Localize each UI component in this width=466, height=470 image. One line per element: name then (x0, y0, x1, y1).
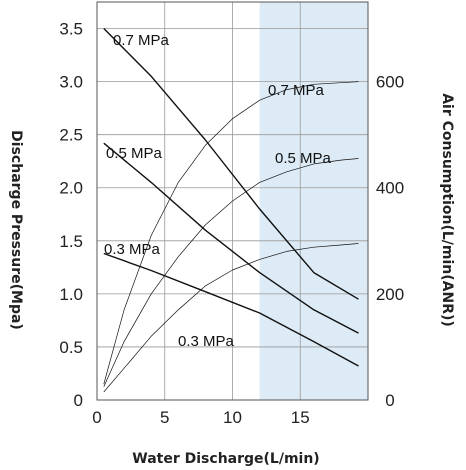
y-right-axis-title: Air Consumption(L/min(ANR)) (439, 93, 455, 327)
series-label-0: 0.7 MPa (113, 32, 170, 49)
series-label-2: 0.3 MPa (104, 241, 161, 258)
y-left-tick-label: 2.5 (59, 126, 83, 145)
x-tick-label: 0 (92, 408, 101, 427)
series-line-left-2 (103, 252, 359, 367)
x-tick-label: 15 (291, 408, 310, 427)
series-lines (103, 28, 359, 393)
series-line-left-0 (103, 28, 359, 300)
y-right-tick-label: 400 (376, 179, 404, 198)
y-left-tick-label: 3.0 (59, 73, 83, 92)
tick-labels: 0 5 10 15 0 0.5 1.0 1.5 2.0 2.5 3.0 3.5 0 200 400 600 (59, 20, 404, 427)
y-right-tick-label: 200 (376, 285, 404, 304)
series-line-right-5 (103, 243, 359, 393)
x-tick-label: 10 (223, 408, 242, 427)
series-label-4: 0.5 MPa (275, 150, 332, 167)
y-left-tick-label: 3.5 (59, 20, 83, 39)
y-right-tick-label: 0 (385, 391, 394, 410)
series-line-left-1 (103, 142, 359, 334)
x-axis-title: Water Discharge(L/min) (132, 451, 319, 467)
x-tick-label: 5 (160, 408, 169, 427)
series-labels: 0.7 MPa 0.5 MPa 0.3 MPa 0.7 MPa 0.5 MPa 0.3 M… (104, 32, 332, 350)
y-left-tick-label: 1.5 (59, 232, 83, 251)
series-label-3: 0.7 MPa (268, 82, 325, 99)
highlight-band (259, 2, 368, 400)
y-left-tick-label: 0 (74, 391, 83, 410)
y-right-tick-label: 600 (376, 73, 404, 92)
series-label-5: 0.3 MPa (178, 333, 235, 350)
plot-frame (96, 1, 369, 401)
y-left-tick-label: 1.0 (59, 285, 83, 304)
y-left-tick-label: 0.5 (59, 338, 83, 357)
series-line-right-3 (103, 81, 359, 385)
y-left-axis-title: Discharge Pressure(Mpa) (8, 130, 24, 330)
series-line-right-4 (103, 158, 359, 387)
series-label-1: 0.5 MPa (106, 145, 163, 162)
y-left-tick-label: 2.0 (59, 179, 83, 198)
